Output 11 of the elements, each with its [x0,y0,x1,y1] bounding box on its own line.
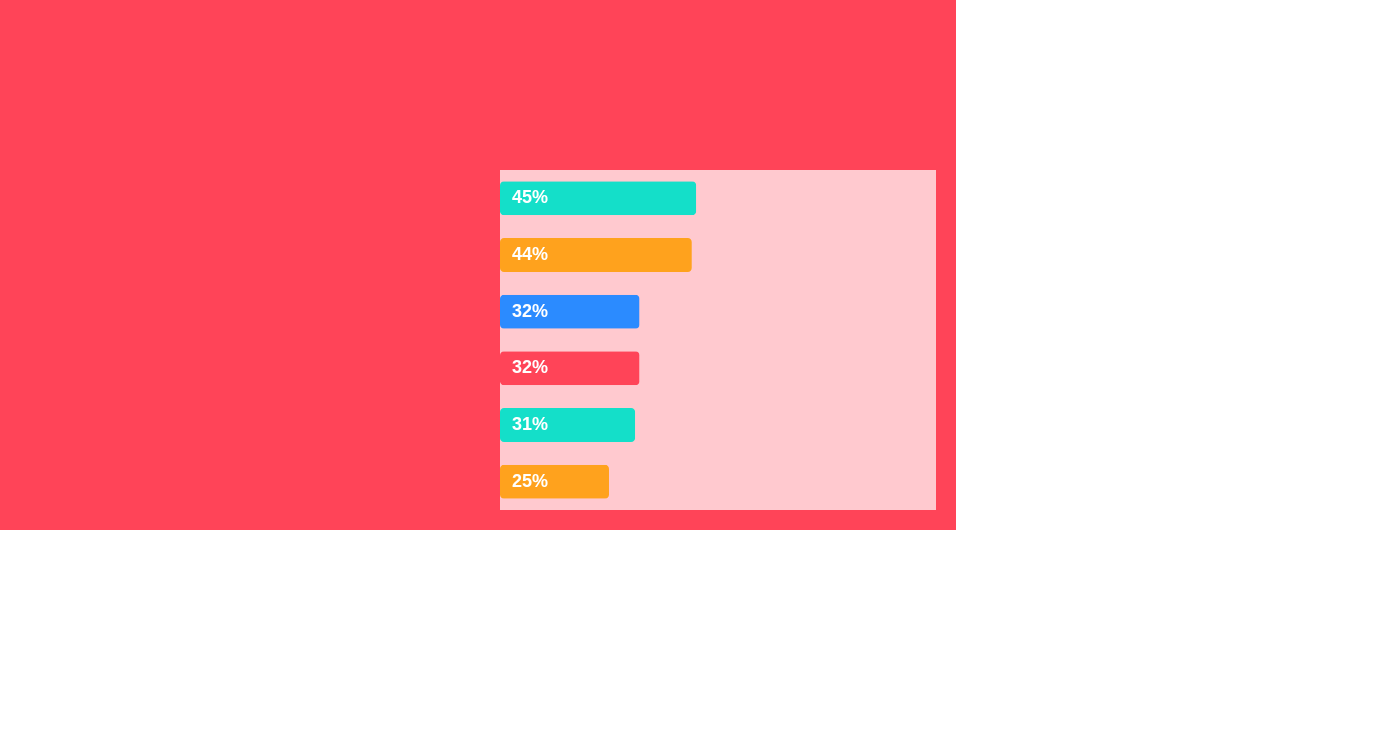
data-label: 32% [512,357,549,378]
bar [500,294,640,329]
data-label: 31% [512,414,549,434]
data-label: 25% [512,470,549,491]
data-label: 44% [512,244,549,264]
bar [500,351,640,386]
bar [500,408,636,442]
data-label: 45% [512,187,549,208]
bar [500,181,697,216]
data-label: 32% [512,300,549,321]
bar [500,238,692,272]
